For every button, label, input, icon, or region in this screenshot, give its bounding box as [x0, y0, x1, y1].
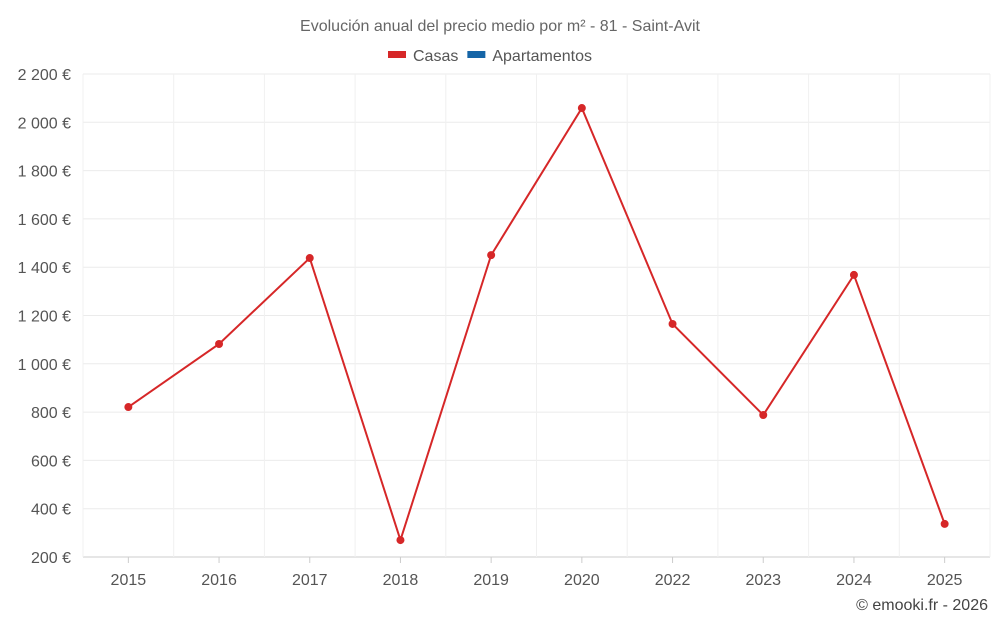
legend-swatch — [467, 51, 486, 58]
x-tick-label: 2023 — [745, 572, 781, 589]
y-tick-label: 800 € — [31, 405, 71, 422]
y-tick-label: 2 200 € — [18, 67, 71, 84]
y-tick-label: 1 000 € — [18, 357, 71, 374]
x-tick-label: 2018 — [383, 572, 419, 589]
x-tick-label: 2019 — [473, 572, 509, 589]
chart-title: Evolución anual del precio medio por m² … — [300, 18, 700, 35]
y-tick-label: 2 000 € — [18, 115, 71, 132]
legend-item[interactable]: Apartamentos — [492, 48, 592, 65]
x-tick-label: 2015 — [111, 572, 147, 589]
data-point[interactable] — [487, 251, 496, 260]
data-point[interactable] — [849, 270, 858, 279]
series-line-casas — [127, 105, 946, 544]
x-tick-label: 2017 — [292, 572, 328, 589]
x-tick-label: 2024 — [836, 572, 872, 589]
x-tick-label: 2016 — [201, 572, 237, 589]
x-tick-label: 2025 — [927, 572, 963, 589]
y-tick-label: 1 800 € — [18, 164, 71, 181]
y-tick-label: 400 € — [31, 502, 71, 519]
legend-swatch — [388, 51, 406, 58]
data-point[interactable] — [215, 339, 224, 348]
legend: Casas Apartamentos — [388, 48, 592, 65]
data-point[interactable] — [396, 536, 405, 545]
y-axis: 200 € 400 € 600 € 800 € 1 000 € 1 200 € 1 400 … — [18, 67, 71, 567]
y-tick-label: 1 400 € — [18, 260, 71, 277]
data-point[interactable] — [940, 519, 949, 528]
credit: © emooki.fr - 2026 — [856, 597, 988, 614]
x-tick-label: 2020 — [564, 572, 600, 589]
data-point[interactable] — [124, 403, 133, 412]
series — [124, 104, 949, 545]
data-point[interactable] — [577, 104, 586, 113]
data-point[interactable] — [759, 410, 768, 419]
y-tick-label: 1 200 € — [18, 309, 71, 326]
grid — [82, 73, 991, 558]
y-tick-label: 600 € — [31, 453, 71, 470]
x-tick-label: 2022 — [655, 572, 691, 589]
data-point[interactable] — [305, 254, 314, 263]
data-point[interactable] — [668, 319, 677, 328]
y-tick-label: 1 600 € — [18, 212, 71, 229]
y-tick-label: 200 € — [31, 550, 71, 567]
x-axis: 2015 2016 2017 2018 2019 2020 2022 2023 2024 2025 — [111, 557, 963, 589]
legend-item[interactable]: Casas — [413, 48, 458, 65]
